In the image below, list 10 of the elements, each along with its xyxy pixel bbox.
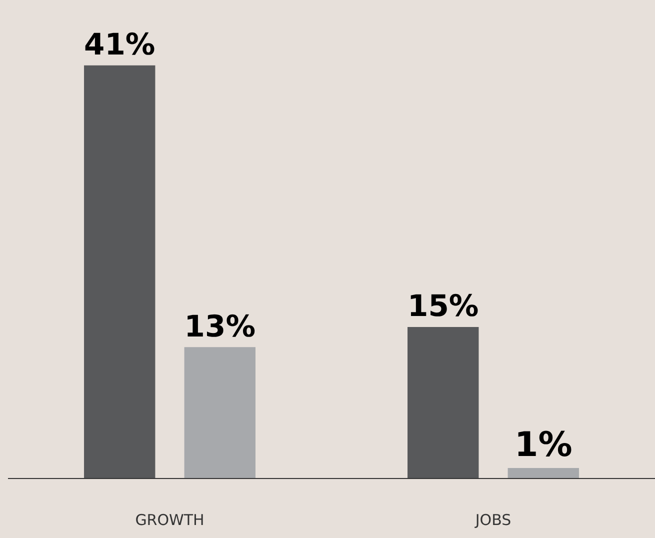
bar xyxy=(84,65,156,478)
bar xyxy=(508,468,579,478)
bar xyxy=(184,347,256,478)
bar xyxy=(408,327,479,478)
x-tick-label: GROWTH xyxy=(135,511,204,529)
x-tick-label: JOBS xyxy=(474,511,512,529)
data-label: 15% xyxy=(408,289,479,324)
data-label: 1% xyxy=(514,424,572,465)
data-label: 13% xyxy=(184,309,256,344)
data-label: 41% xyxy=(84,28,156,63)
